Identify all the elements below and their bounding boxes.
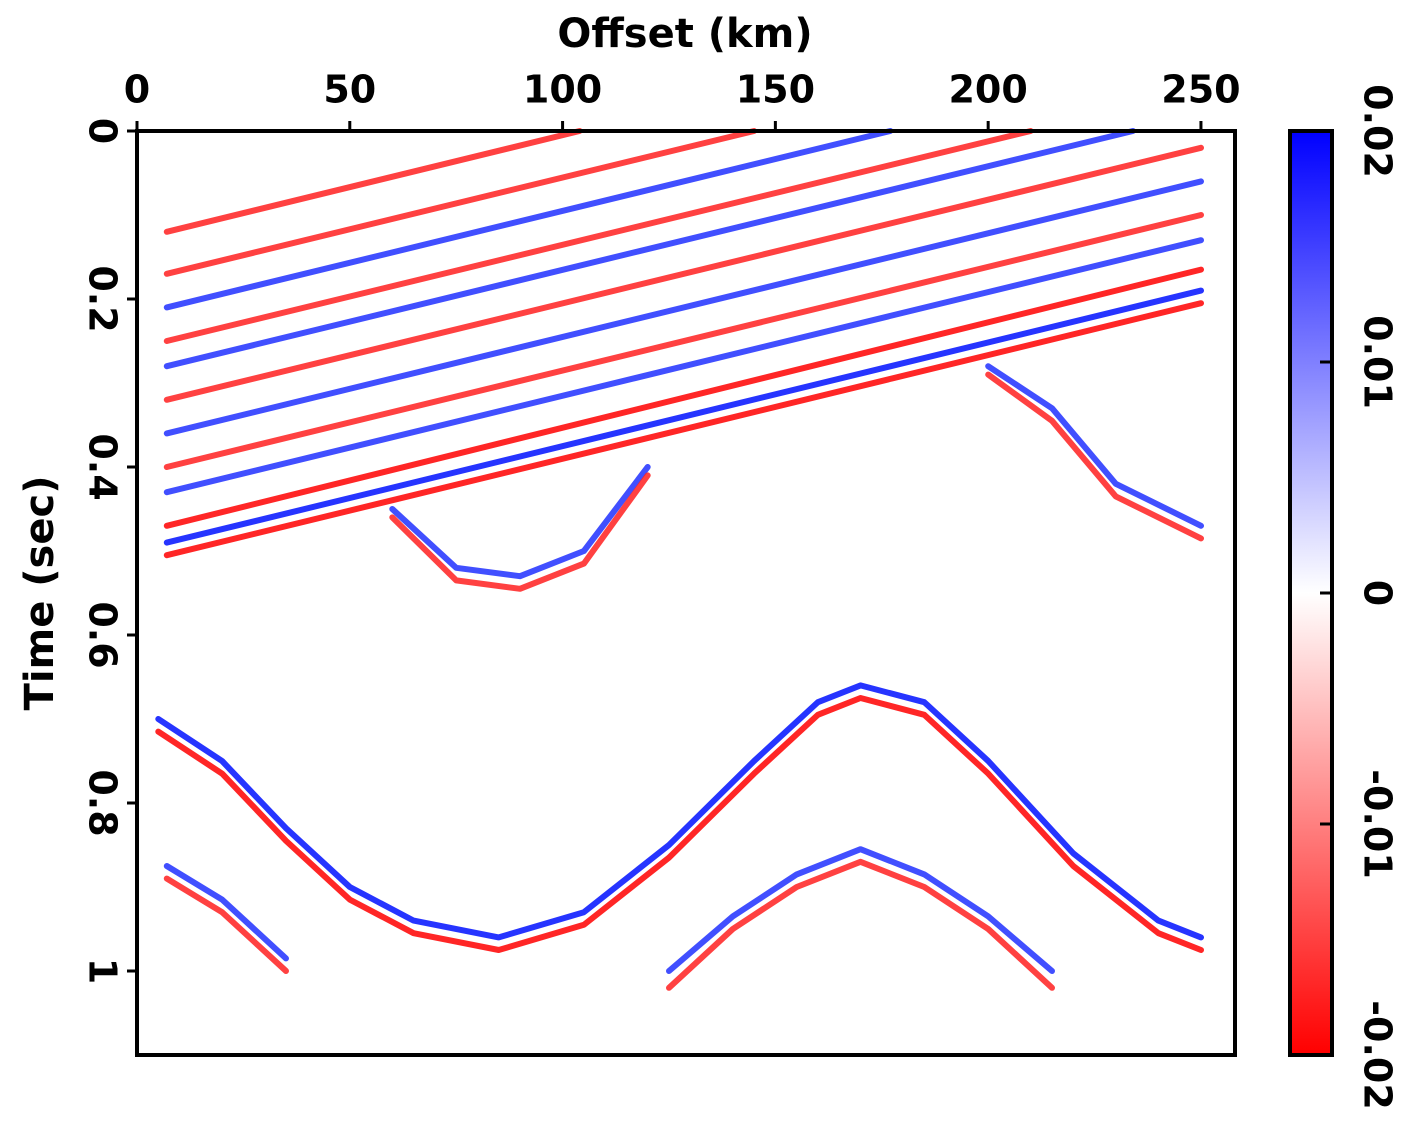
y-tick-label: 0.4 <box>81 433 125 500</box>
reflection-event <box>389 472 651 592</box>
colorbar-tick-label: 0 <box>1356 580 1400 606</box>
reflection-event <box>163 128 583 235</box>
reflection-event <box>389 464 651 580</box>
reflection-event <box>163 128 1136 370</box>
y-tick-label: 0.6 <box>81 601 125 668</box>
y-tick-label: 0 <box>81 118 125 144</box>
reflection-event <box>163 266 1204 529</box>
y-tick-label: 0.8 <box>81 769 125 836</box>
x-axis-label: Offset (km) <box>557 11 812 57</box>
colorbar-tick-label: 0.01 <box>1356 315 1400 409</box>
reflection-event <box>163 875 289 974</box>
x-tick-label: 100 <box>523 68 602 112</box>
reflection-event <box>666 858 1055 991</box>
reflection-event <box>163 128 758 277</box>
colorbar-tick-label: 0.02 <box>1356 84 1400 178</box>
plot-frame <box>135 129 1237 1057</box>
x-tick-label: 0 <box>124 68 150 112</box>
reflection-event <box>163 128 1034 344</box>
reflection-event <box>163 237 1204 496</box>
colorbar-tick-label: -0.02 <box>1356 1000 1400 1110</box>
reflection-event <box>985 363 1204 529</box>
reflection-event <box>155 695 1204 953</box>
reflection-event <box>163 144 1204 403</box>
reflection-event <box>163 178 1204 437</box>
x-tick-label: 200 <box>948 68 1027 112</box>
reflection-event <box>163 287 1204 546</box>
reflection-event <box>163 212 1204 470</box>
x-tick-label: 250 <box>1161 68 1240 112</box>
x-tick-label: 50 <box>323 68 376 112</box>
reflection-event <box>155 682 1204 941</box>
y-tick-label: 0.2 <box>81 265 125 332</box>
plot-area <box>155 128 1204 991</box>
reflection-event <box>666 846 1055 974</box>
colorbar-tick-label: -0.01 <box>1356 769 1400 879</box>
x-tick-label: 150 <box>736 68 815 112</box>
reflection-event <box>163 300 1204 559</box>
reflection-event <box>985 371 1204 542</box>
reflection-event <box>163 863 289 962</box>
y-tick-label: 1 <box>81 958 125 984</box>
reflection-event <box>163 128 894 311</box>
y-axis-label: Time (sec) <box>17 476 63 711</box>
